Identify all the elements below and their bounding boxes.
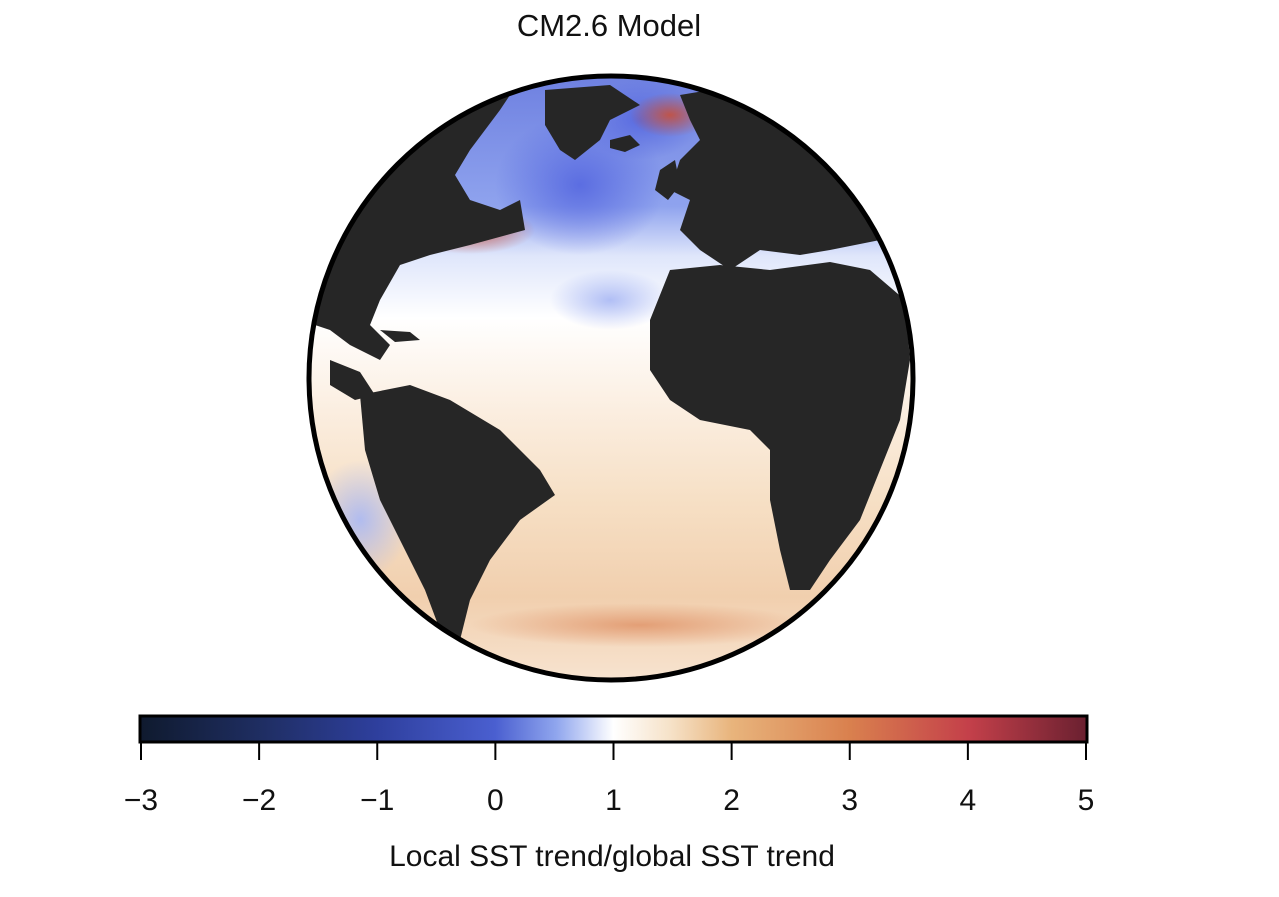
greenland <box>545 85 640 160</box>
africa <box>650 262 910 590</box>
southern-ocean-warming-band <box>470 603 810 647</box>
caribbean-islands <box>380 330 420 342</box>
map-title: CM2.6 Model <box>516 8 702 43</box>
globe-content <box>309 76 913 680</box>
colorbar-ticks <box>140 742 1087 760</box>
mid-atlantic-cool-region <box>550 270 670 330</box>
globe-outline <box>306 73 916 683</box>
colorbar <box>138 714 1089 744</box>
central-america <box>330 360 375 400</box>
british-isles <box>655 160 680 200</box>
south-america <box>360 385 555 640</box>
iceland <box>610 135 640 152</box>
